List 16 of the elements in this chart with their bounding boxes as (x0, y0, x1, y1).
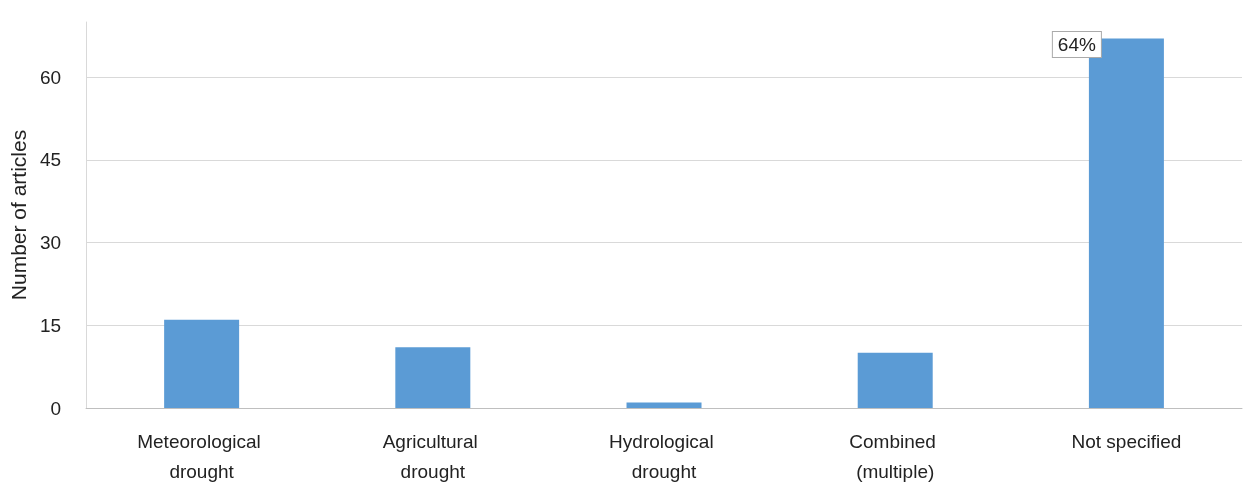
bar (395, 347, 471, 408)
bar (164, 319, 240, 408)
x-tick-label: Hydrological drought (609, 430, 719, 482)
bar (857, 352, 933, 408)
bar (626, 402, 702, 408)
y-tick-label: 15 (39, 314, 62, 336)
y-tick-label: 30 (39, 232, 62, 254)
x-tick-label: Agricultural drought (382, 430, 483, 482)
y-tick-label: 45 (39, 149, 62, 171)
x-tick-label: Not specified (1071, 430, 1182, 452)
annotation: 64% (1057, 34, 1097, 56)
y-tick-label: 60 (39, 66, 62, 88)
x-tick-label: Meteorological drought (137, 430, 267, 482)
y-tick-label: 0 (50, 397, 62, 419)
x-tick-label: Combined (multiple) (849, 430, 942, 482)
y-axis-title: Number of articles (7, 129, 30, 301)
